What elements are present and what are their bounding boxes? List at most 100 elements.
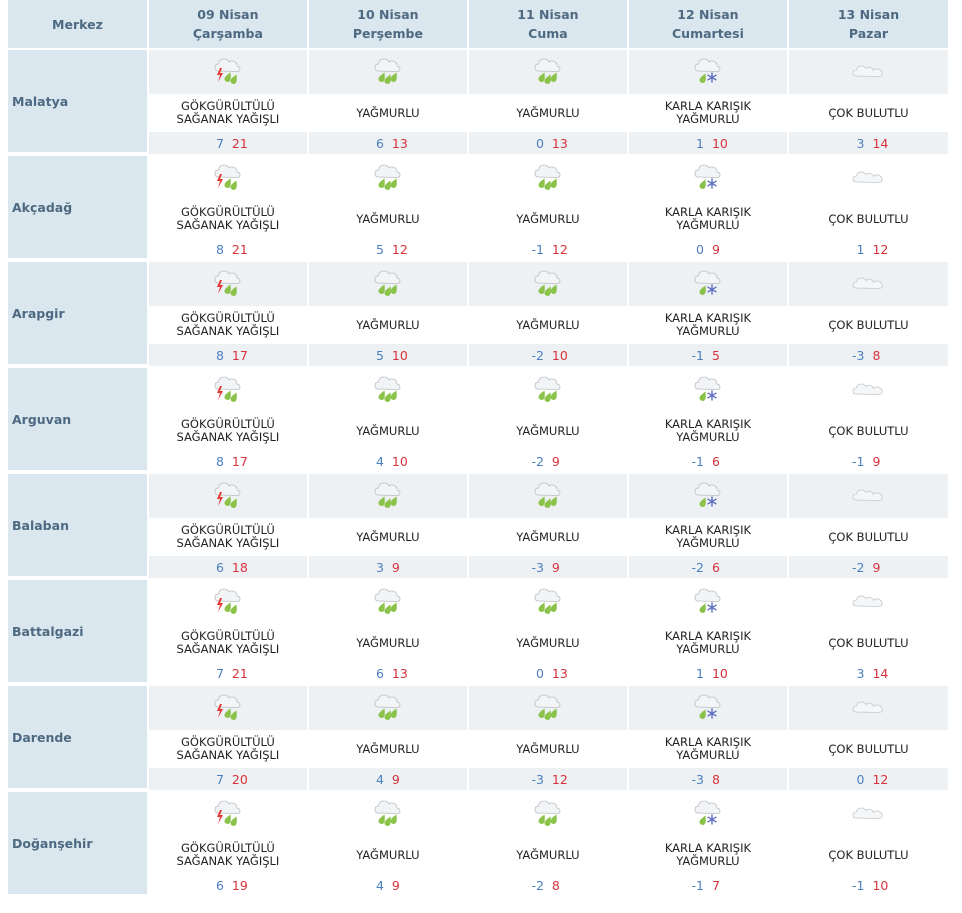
condition-line1: YAĞMURLU (356, 529, 420, 544)
max-temperature: 9 (872, 559, 881, 575)
weather-icon-cell (148, 792, 307, 836)
min-temperature: 3 (375, 559, 384, 575)
condition-line1: KARLA KARIŞIK (664, 311, 752, 325)
weather-icon-cell (628, 474, 787, 518)
condition-text: YAĞMURLU (308, 836, 467, 874)
day-header-2: 10 Nisan Perşembe (308, 0, 467, 50)
cloud-icon (848, 701, 888, 729)
condition-line1: YAĞMURLU (356, 423, 420, 438)
forecast-table: Merkez 09 Nisan Çarşamba 10 Nisan Perşembe… (6, 0, 950, 898)
condition-text: KARLA KARIŞIK YAĞMURLU (628, 200, 787, 238)
rain-cloud-icon (528, 482, 568, 517)
condition-line1: YAĞMURLU (356, 317, 420, 332)
max-temperature: 14 (872, 665, 889, 681)
condition-line1: GÖKGÜRÜLTÜLÜ (181, 205, 275, 219)
min-temperature: -1 (852, 453, 865, 469)
condition-line1: ÇOK BULUTLU (828, 847, 909, 862)
temperature-cell: -2 9 (468, 450, 627, 472)
cloud-icon (848, 277, 888, 305)
cloud-icon (848, 595, 888, 623)
condition-text: KARLA KARIŞIK YAĞMURLU (628, 518, 787, 556)
min-temperature: 5 (375, 241, 384, 257)
weather-icon-cell (788, 50, 948, 94)
condition-text: ÇOK BULUTLU (788, 624, 948, 662)
city-name[interactable]: Battalgazi (8, 580, 147, 684)
min-temperature: 0 (856, 771, 865, 787)
temperature-cell: -1 9 (788, 450, 948, 472)
condition-line2: YAĞMURLU (676, 430, 740, 444)
weather-icon-cell (148, 50, 307, 94)
city-row-malatya: Malatya (8, 50, 948, 154)
condition-line1: KARLA KARIŞIK (664, 417, 752, 431)
min-temperature: 3 (856, 665, 865, 681)
thunderstorm-icon (208, 164, 248, 199)
min-temperature: 7 (215, 665, 224, 681)
sleet-icon (688, 694, 728, 729)
city-name[interactable]: Akçadağ (8, 156, 147, 260)
city-name[interactable]: Malatya (8, 50, 147, 154)
day-date: 13 Nisan (837, 7, 900, 22)
weather-icon-cell (308, 792, 467, 836)
min-temperature: 3 (856, 135, 865, 151)
weather-icon-cell (628, 368, 787, 412)
rain-cloud-icon (368, 270, 408, 305)
temperature-cell: 8 17 (148, 450, 307, 472)
max-temperature: 9 (391, 559, 400, 575)
row-separator (8, 366, 948, 368)
max-temperature: 13 (391, 665, 408, 681)
row-separator (8, 790, 948, 792)
city-name[interactable]: Arguvan (8, 368, 147, 472)
min-temperature: 8 (215, 241, 224, 257)
condition-line1: KARLA KARIŞIK (664, 841, 752, 855)
row-separator (8, 472, 948, 474)
temperature-cell: 0 13 (468, 662, 627, 684)
condition-line2: YAĞMURLU (676, 218, 740, 232)
weather-icon-cell (308, 474, 467, 518)
rain-cloud-icon (368, 164, 408, 199)
condition-line1: YAĞMURLU (516, 317, 580, 332)
min-temperature: -1 (691, 347, 704, 363)
weather-icon-cell (468, 156, 627, 200)
temperature-row: 7 21 6 13 0 13 1 10 3 14 (8, 132, 948, 154)
rain-cloud-icon (368, 694, 408, 729)
min-temperature: -3 (531, 771, 544, 787)
condition-line1: GÖKGÜRÜLTÜLÜ (181, 523, 275, 537)
max-temperature: 10 (551, 347, 568, 363)
condition-row: GÖKGÜRÜLTÜLÜ SAĞANAK YAĞIŞLI YAĞMURLU YAĞMU… (8, 518, 948, 556)
max-temperature: 20 (231, 771, 248, 787)
weather-icon-cell (308, 156, 467, 200)
thunderstorm-icon (208, 482, 248, 517)
condition-line1: YAĞMURLU (356, 847, 420, 862)
temperature-row: 8 21 5 12 -1 12 0 9 1 12 (8, 238, 948, 260)
temperature-cell: 5 12 (308, 238, 467, 260)
condition-text: GÖKGÜRÜLTÜLÜ SAĞANAK YAĞIŞLI (148, 518, 307, 556)
max-temperature: 12 (872, 771, 889, 787)
condition-line1: ÇOK BULUTLU (828, 105, 909, 120)
city-name[interactable]: Balaban (8, 474, 147, 578)
max-temperature: 9 (872, 453, 881, 469)
temperature-row: 6 18 3 9 -3 9 -2 6 -2 9 (8, 556, 948, 578)
condition-line1: KARLA KARIŞIK (664, 205, 752, 219)
cloud-icon (848, 171, 888, 199)
condition-text: YAĞMURLU (468, 624, 627, 662)
sleet-icon (688, 482, 728, 517)
min-temperature: -3 (691, 771, 704, 787)
separator-cell (8, 154, 948, 156)
temperature-cell: 0 12 (788, 768, 948, 790)
weather-icon-cell (148, 262, 307, 306)
city-name[interactable]: Doğanşehir (8, 792, 147, 896)
condition-row: GÖKGÜRÜLTÜLÜ SAĞANAK YAĞIŞLI YAĞMURLU YAĞMU… (8, 624, 948, 662)
weather-icon-cell (468, 792, 627, 836)
city-name[interactable]: Arapgir (8, 262, 147, 366)
condition-row: GÖKGÜRÜLTÜLÜ SAĞANAK YAĞIŞLI YAĞMURLU YAĞMU… (8, 200, 948, 238)
max-temperature: 12 (391, 241, 408, 257)
day-date: 11 Nisan (517, 7, 579, 22)
min-temperature: 0 (535, 135, 544, 151)
temperature-cell: -1 10 (788, 874, 948, 896)
min-temperature: 7 (215, 135, 224, 151)
city-name[interactable]: Darende (8, 686, 147, 790)
max-temperature: 17 (231, 347, 248, 363)
sleet-icon (688, 270, 728, 305)
rain-cloud-icon (368, 58, 408, 93)
condition-text: GÖKGÜRÜLTÜLÜ SAĞANAK YAĞIŞLI (148, 836, 307, 874)
